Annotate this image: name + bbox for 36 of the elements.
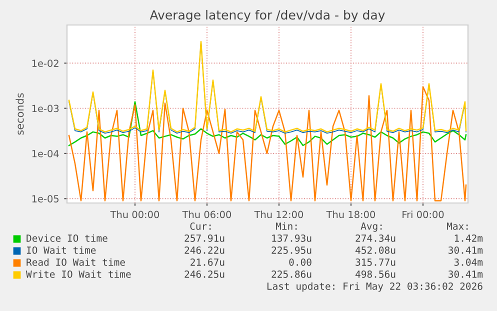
- x-tick-label: Thu 00:00: [110, 210, 160, 218]
- text: 21.67u: [190, 258, 224, 266]
- legend-label: Device IO time: [26, 234, 108, 242]
- text: 3.04m: [454, 258, 483, 266]
- x-tick-label: Fri 00:00: [402, 210, 444, 218]
- text: 225.95u: [272, 246, 312, 254]
- text: 315.77u: [356, 258, 396, 266]
- text: 225.86u: [272, 270, 312, 278]
- x-tick-label: Thu 06:00: [182, 210, 232, 218]
- x-tick-label: Thu 12:00: [254, 210, 304, 218]
- legend-label: Read IO Wait time: [26, 258, 125, 266]
- text: Last update: Fri May 22 03:36:02 2026: [267, 282, 482, 292]
- text: 246.22u: [184, 246, 224, 254]
- text: 498.56u: [356, 270, 396, 278]
- text: 246.25u: [184, 270, 224, 278]
- y-tick-label: 1e-04: [32, 150, 59, 158]
- x-tick-label: Thu 18:00: [326, 210, 376, 218]
- text: 257.91u: [184, 234, 224, 242]
- text: 30.41m: [448, 246, 483, 254]
- text: Max:: [446, 222, 468, 230]
- legend-label: Write IO Wait time: [26, 270, 131, 278]
- chart-title: Average latency for /dev/vda - by day: [150, 10, 385, 22]
- text: 30.41m: [448, 270, 483, 278]
- text: 137.93u: [272, 234, 312, 242]
- text: 452.08u: [356, 246, 396, 254]
- y-tick-label: 1e-02: [32, 60, 58, 67]
- text: 274.34u: [356, 234, 396, 242]
- text: Cur:: [190, 222, 211, 230]
- y-axis-title: seconds: [16, 93, 24, 135]
- text: Min:: [276, 222, 297, 230]
- legend-label: IO Wait time: [26, 246, 96, 254]
- y-tick-label: 1e-03: [32, 104, 59, 112]
- y-tick-label: 1e-05: [32, 195, 59, 202]
- text: 1.42m: [454, 234, 483, 242]
- text: 0.00: [289, 258, 312, 266]
- text: Avg:: [360, 222, 382, 232]
